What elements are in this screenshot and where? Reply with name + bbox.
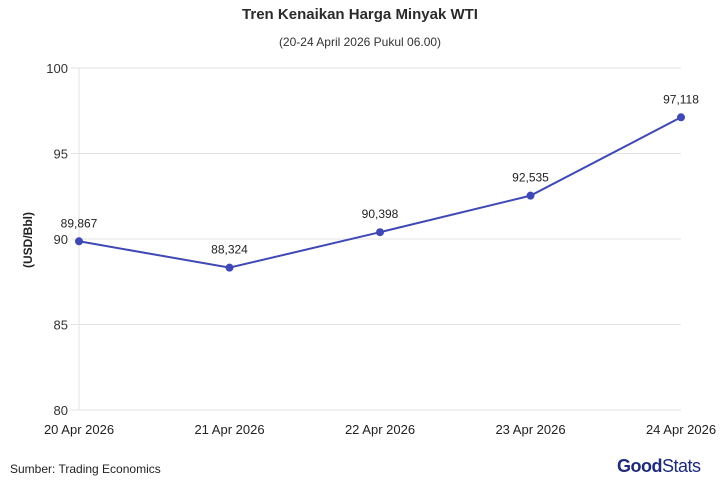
x-tick-label: 22 Apr 2026 (345, 422, 415, 437)
data-label: 90,398 (362, 207, 399, 221)
data-point[interactable] (376, 228, 384, 237)
data-label: 92,535 (512, 171, 549, 185)
x-tick-label: 20 Apr 2026 (44, 422, 114, 437)
y-tick-label: 80 (54, 403, 68, 418)
y-axis-ticks: 80 85 90 95 100 (46, 61, 68, 418)
chart-subtitle: (20-24 April 2026 Pukul 06.00) (278, 35, 442, 49)
y-tick-label: 90 (54, 232, 68, 247)
data-label: 97,118 (663, 92, 699, 106)
data-point[interactable] (225, 263, 234, 272)
gridlines (71, 67, 681, 411)
data-label: 88,324 (211, 243, 248, 257)
price-line (78, 116, 682, 269)
x-axis-ticks: 20 Apr 2026 21 Apr 2026 22 Apr 2026 23 Apr … (44, 422, 716, 437)
goodstats-logo: GoodStats (617, 456, 701, 476)
y-axis-label: (USD/Bbl) (21, 212, 35, 268)
x-tick-label: 24 Apr 2026 (646, 422, 716, 437)
x-tick-label: 21 Apr 2026 (194, 422, 264, 437)
chart-title: Tren Kenaikan Harga Minyak WTI (242, 6, 478, 23)
data-points: 89,867 88,324 90,398 92,535 97,118 (61, 92, 699, 272)
y-tick-label: 100 (46, 61, 68, 76)
data-point[interactable] (677, 113, 685, 122)
data-point[interactable] (75, 237, 83, 246)
y-tick-label: 85 (54, 318, 68, 333)
data-label: 89,867 (61, 216, 98, 230)
source-note: Sumber: Trading Economics (10, 462, 161, 476)
x-tick-label: 23 Apr 2026 (495, 422, 565, 437)
y-tick-label: 95 (54, 147, 68, 162)
data-point[interactable] (526, 191, 535, 200)
